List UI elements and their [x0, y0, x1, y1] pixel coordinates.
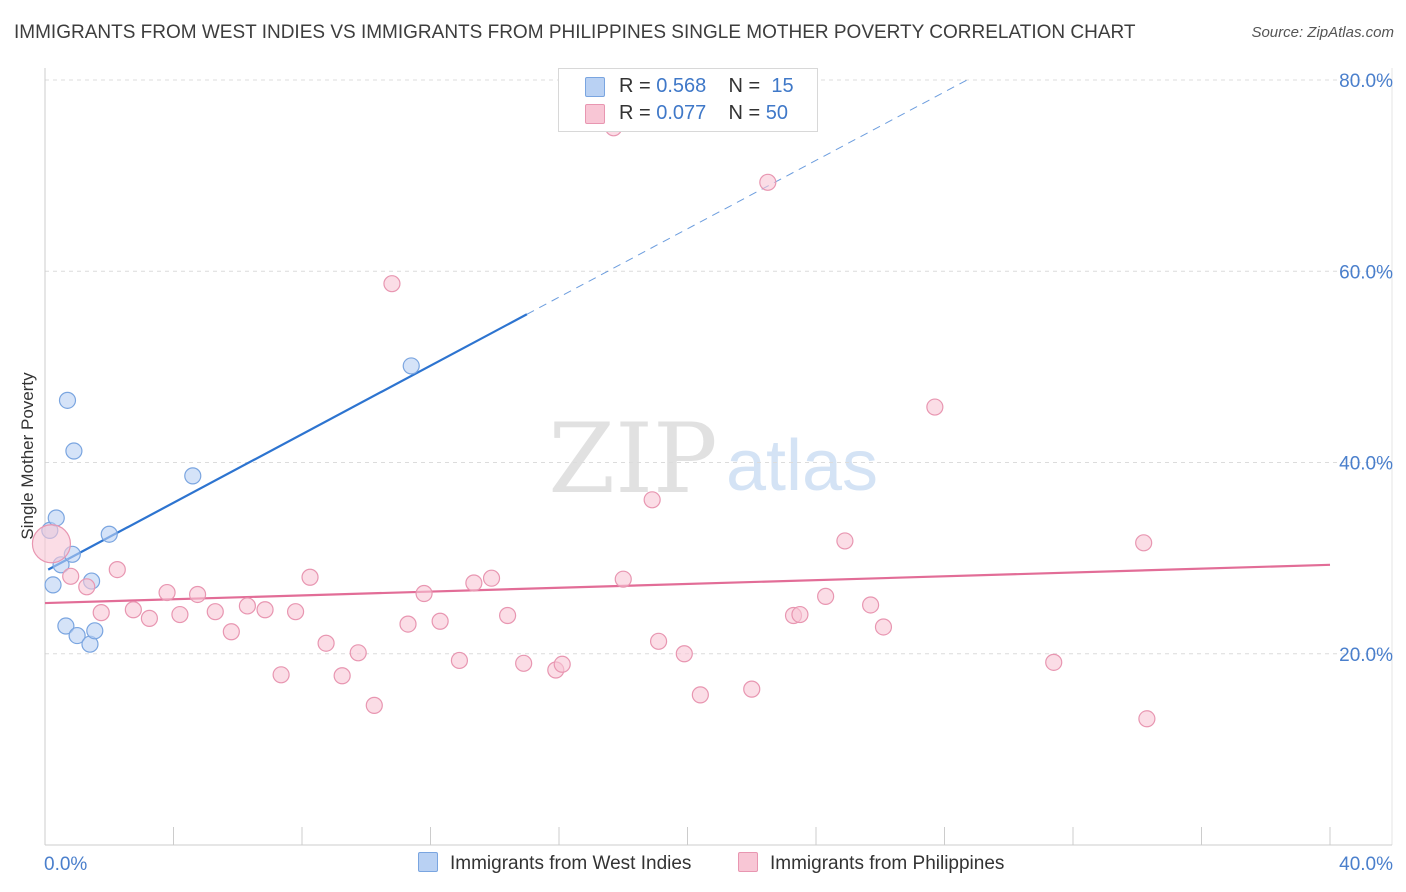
- data-points: [31, 119, 1156, 728]
- philippines-point: [643, 491, 661, 509]
- philippines-point: [649, 632, 668, 650]
- philippines-point: [499, 606, 517, 625]
- bottom-legend-label: Immigrants from Philippines: [770, 853, 1005, 874]
- philippines-point: [349, 644, 367, 662]
- n-label: N =: [728, 102, 766, 124]
- philippines-point: [1138, 710, 1156, 728]
- philippines-point: [206, 603, 224, 621]
- y-tick-label: 40.0%: [1339, 454, 1393, 475]
- r-value: 0.077: [656, 102, 707, 124]
- x-tick-label: 40.0%: [1339, 854, 1393, 875]
- philippines-point: [222, 623, 240, 641]
- philippines-swatch: [738, 852, 758, 872]
- philippines-point: [862, 596, 880, 614]
- philippines-point: [465, 574, 483, 592]
- n-label: N =: [728, 75, 766, 97]
- grid: [45, 79, 1392, 655]
- chart-title: IMMIGRANTS FROM WEST INDIES VS IMMIGRANT…: [14, 22, 1136, 43]
- west-indies-point: [100, 525, 118, 543]
- watermark-zip: ZIP: [548, 403, 717, 515]
- philippines-point: [482, 569, 501, 587]
- bottom-legend-west-indies: Immigrants from West Indies: [418, 852, 691, 875]
- philippines-point: [450, 651, 469, 670]
- philippines-point: [286, 603, 305, 621]
- bottom-legend-philippines: Immigrants from Philippines: [738, 852, 1004, 875]
- west-indies-point: [57, 617, 75, 635]
- watermark-atlas: atlas: [726, 426, 878, 506]
- philippines-point: [365, 696, 383, 714]
- philippines-point: [62, 567, 80, 585]
- watermark: ZIP atlas: [548, 403, 878, 515]
- philippines-point: [817, 587, 835, 605]
- r-label: R =: [619, 75, 657, 97]
- philippines-point: [675, 645, 693, 663]
- philippines-point: [333, 667, 351, 685]
- west-indies-point: [58, 391, 77, 409]
- philippines-point: [1135, 534, 1153, 552]
- philippines-point: [301, 568, 319, 586]
- philippines-point: [238, 597, 256, 615]
- west-indies-point: [184, 467, 202, 485]
- philippines-trend-line: [44, 563, 1331, 605]
- philippines-point: [614, 570, 632, 588]
- axis-labels: 20.0% 40.0% 60.0% 80.0% 0.0% 40.0% Single Moth…: [18, 71, 1393, 875]
- philippines-point: [140, 609, 159, 627]
- r-label: R =: [619, 102, 657, 124]
- philippines-point: [124, 601, 142, 619]
- west-indies-point: [86, 622, 104, 640]
- philippines-point: [791, 605, 809, 624]
- philippines-point: [874, 618, 893, 636]
- philippines-point: [1045, 653, 1063, 671]
- r-value: 0.568: [656, 75, 707, 97]
- philippines-point: [553, 655, 571, 673]
- philippines-point: [108, 560, 126, 579]
- west-indies-swatch: [418, 852, 438, 872]
- n-value: 50: [765, 102, 789, 124]
- west-indies-point: [65, 442, 83, 460]
- west-indies-point: [47, 509, 65, 527]
- philippines-point: [431, 612, 449, 630]
- philippines-point: [158, 583, 176, 602]
- philippines-point: [92, 604, 110, 622]
- philippines-point: [743, 680, 761, 698]
- philippines-point: [383, 275, 401, 293]
- philippines-point: [188, 585, 207, 604]
- philippines-point: [171, 605, 189, 624]
- west-indies-point: [402, 357, 420, 375]
- west-indies-trend-line: [47, 313, 528, 571]
- y-axis-label: Single Mother Poverty: [18, 372, 37, 540]
- west-indies-point: [44, 576, 62, 594]
- philippines-point: [317, 634, 335, 652]
- legend-text-philippines: R = 0.077 N = 50: [619, 102, 788, 125]
- philippines-point: [759, 173, 777, 191]
- x-tick-label: 0.0%: [44, 854, 87, 875]
- chart-source: Source: ZipAtlas.com: [1251, 24, 1394, 41]
- philippines-point: [399, 615, 417, 633]
- philippines-point: [515, 654, 533, 672]
- philippines-point: [926, 398, 944, 416]
- bottom-legend-label: Immigrants from West Indies: [450, 853, 692, 874]
- correlation-legend: R = 0.568 N = 15 R = 0.077 N = 50: [558, 68, 818, 132]
- philippines-swatch: [585, 104, 605, 124]
- philippines-point: [415, 584, 433, 603]
- philippines-point: [78, 578, 96, 596]
- philippines-point: [691, 686, 709, 704]
- philippines-point: [836, 532, 854, 550]
- west-indies-point: [68, 626, 86, 645]
- axes: [44, 68, 1393, 846]
- y-tick-label: 60.0%: [1339, 262, 1393, 283]
- y-tick-label: 80.0%: [1339, 71, 1393, 92]
- n-value: 15: [771, 75, 794, 97]
- trend-lines: [44, 79, 1331, 605]
- philippines-point: [272, 666, 290, 684]
- philippines-point: [256, 601, 274, 619]
- west-indies-swatch: [585, 77, 605, 97]
- legend-text-west-indies: R = 0.568 N = 15: [619, 75, 794, 98]
- y-tick-label: 20.0%: [1339, 645, 1393, 666]
- philippines-point: [31, 524, 72, 564]
